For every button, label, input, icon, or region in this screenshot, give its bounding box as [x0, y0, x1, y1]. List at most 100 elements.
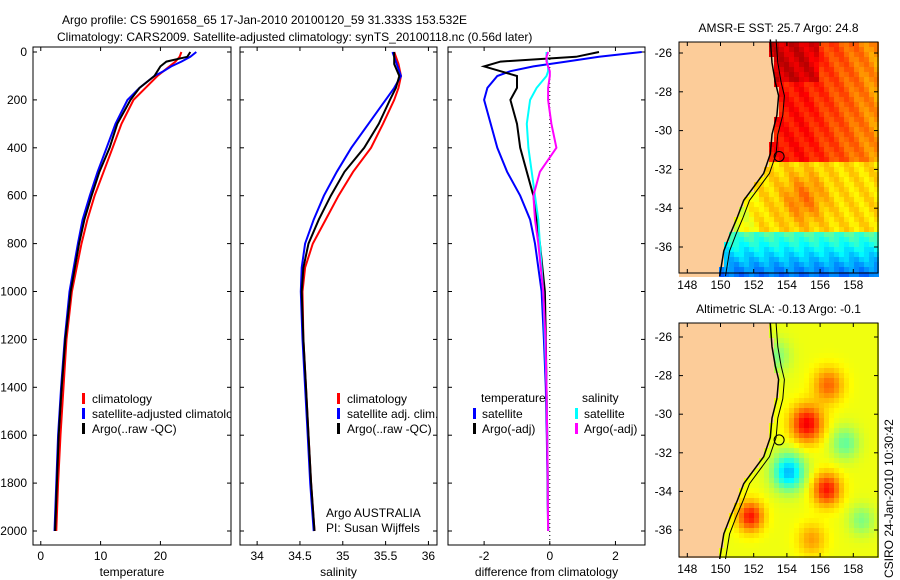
land-cell — [719, 398, 724, 403]
ocean-cell — [739, 523, 744, 528]
ocean-cell — [779, 57, 784, 62]
ocean-cell — [784, 217, 789, 222]
land-cell — [699, 413, 704, 418]
land-cell — [724, 458, 729, 463]
ocean-cell — [774, 508, 779, 513]
ocean-cell — [814, 408, 819, 413]
ocean-cell — [784, 162, 789, 167]
land-cell — [684, 503, 689, 508]
ocean-cell — [789, 493, 794, 498]
land-cell — [719, 518, 724, 523]
ocean-cell — [799, 463, 804, 468]
land-cell — [704, 107, 709, 112]
ocean-cell — [819, 358, 824, 363]
land-cell — [689, 162, 694, 167]
ocean-cell — [824, 127, 829, 132]
land-cell — [684, 237, 689, 242]
ocean-cell — [859, 52, 864, 57]
ocean-cell — [819, 147, 824, 152]
ocean-cell — [819, 418, 824, 423]
land-cell — [714, 553, 719, 558]
land-cell — [704, 373, 709, 378]
ocean-cell — [874, 358, 879, 363]
ocean-cell — [789, 127, 794, 132]
land-cell — [704, 438, 709, 443]
land-cell — [719, 217, 724, 222]
ocean-cell — [819, 52, 824, 57]
land-cell — [704, 92, 709, 97]
ocean-cell — [844, 418, 849, 423]
ocean-cell — [804, 468, 809, 473]
ocean-cell — [829, 478, 834, 483]
ocean-cell — [874, 237, 879, 242]
ocean-cell — [774, 182, 779, 187]
ocean-cell — [779, 458, 784, 463]
ocean-cell — [814, 553, 819, 558]
land-cell — [714, 182, 719, 187]
ocean-cell — [774, 167, 779, 172]
land-cell — [714, 252, 719, 257]
ocean-cell — [839, 82, 844, 87]
ocean-cell — [824, 182, 829, 187]
ocean-cell — [749, 473, 754, 478]
ocean-cell — [779, 358, 784, 363]
land-cell — [694, 498, 699, 503]
ocean-cell — [859, 338, 864, 343]
ocean-cell — [839, 348, 844, 353]
ocean-cell — [769, 42, 774, 47]
ocean-cell — [799, 353, 804, 358]
ocean-cell — [824, 202, 829, 207]
ocean-cell — [749, 257, 754, 262]
ocean-cell — [809, 358, 814, 363]
ocean-cell — [874, 503, 879, 508]
ocean-cell — [824, 443, 829, 448]
land-cell — [764, 368, 769, 373]
ocean-cell — [859, 543, 864, 548]
ocean-cell — [839, 122, 844, 127]
land-cell — [684, 67, 689, 72]
ocean-cell — [864, 42, 869, 47]
land-cell — [734, 97, 739, 102]
ocean-cell — [829, 533, 834, 538]
ocean-cell — [839, 117, 844, 122]
land-cell — [754, 403, 759, 408]
ocean-cell — [799, 237, 804, 242]
ocean-cell — [834, 543, 839, 548]
land-cell — [734, 473, 739, 478]
land-cell — [709, 413, 714, 418]
ocean-cell — [854, 388, 859, 393]
ocean-cell — [819, 488, 824, 493]
ocean-cell — [829, 122, 834, 127]
land-cell — [709, 373, 714, 378]
ocean-cell — [869, 413, 874, 418]
land-cell — [744, 87, 749, 92]
ocean-cell — [794, 378, 799, 383]
ocean-cell — [769, 548, 774, 553]
land-cell — [744, 167, 749, 172]
land-cell — [769, 373, 774, 378]
land-cell — [679, 503, 684, 508]
land-cell — [729, 152, 734, 157]
ocean-cell — [859, 498, 864, 503]
ocean-cell — [749, 498, 754, 503]
ocean-cell — [764, 197, 769, 202]
land-cell — [754, 438, 759, 443]
land-cell — [744, 162, 749, 167]
ocean-cell — [849, 207, 854, 212]
ocean-cell — [829, 348, 834, 353]
land-cell — [734, 328, 739, 333]
ocean-cell — [864, 267, 869, 272]
land-cell — [744, 77, 749, 82]
ocean-cell — [849, 478, 854, 483]
ocean-cell — [729, 553, 734, 558]
ocean-cell — [804, 242, 809, 247]
ocean-cell — [819, 328, 824, 333]
land-cell — [684, 102, 689, 107]
land-cell — [749, 162, 754, 167]
ocean-cell — [779, 468, 784, 473]
ocean-cell — [844, 458, 849, 463]
ocean-cell — [774, 267, 779, 272]
land-cell — [739, 448, 744, 453]
ocean-cell — [789, 217, 794, 222]
ocean-cell — [834, 338, 839, 343]
